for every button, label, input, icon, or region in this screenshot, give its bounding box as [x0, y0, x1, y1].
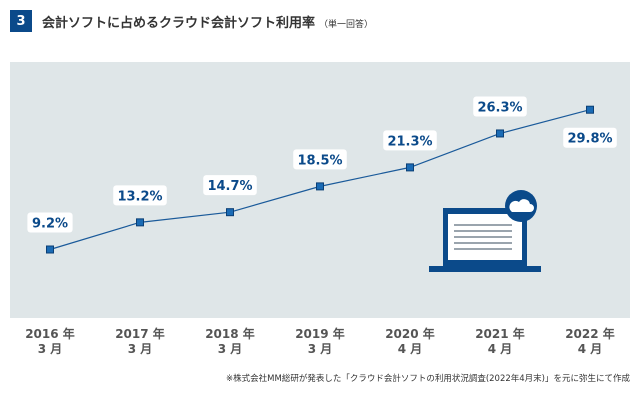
screen-text-line: [454, 248, 512, 250]
figure-number-badge: 3: [10, 10, 32, 32]
laptop-cloud-icon: [429, 190, 541, 272]
data-label: 14.7%: [203, 175, 257, 196]
source-footnote: ※株式会社MM総研が発表した「クラウド会計ソフトの利用状況調査(2022年4月末…: [226, 374, 630, 384]
x-tick-month: 3 月: [38, 342, 63, 356]
x-tick-year: 2019 年: [295, 326, 345, 341]
data-point: [226, 208, 234, 217]
data-series: 9.2% 13.2% 14.7% 18.5% 21.3% 26.3% 29.8%: [27, 96, 617, 254]
data-point: [406, 163, 414, 172]
data-label: 18.5%: [293, 149, 347, 170]
data-label-text: 29.8%: [567, 132, 612, 147]
data-point: [136, 218, 144, 227]
data-label: 29.8%: [563, 127, 617, 148]
x-tick-month: 3 月: [308, 342, 333, 356]
x-tick-month: 3 月: [128, 342, 153, 356]
data-point: [586, 105, 594, 114]
x-tick-label: 2016 年3 月: [25, 326, 75, 356]
x-tick-label: 2019 年3 月: [295, 326, 345, 356]
data-point: [46, 245, 54, 254]
x-tick-month: 4 月: [578, 342, 603, 356]
chart-header: 3 会計ソフトに占めるクラウド会計ソフト利用率 （単一回答）: [10, 9, 373, 33]
data-label-box: [113, 185, 167, 206]
x-tick-label: 2021 年4 月: [475, 326, 525, 356]
data-label-box: [473, 96, 527, 117]
x-tick-month: 4 月: [488, 342, 513, 356]
x-tick-year: 2022 年: [565, 326, 615, 341]
data-label-text: 18.5%: [297, 153, 342, 168]
x-tick-month: 3 月: [218, 342, 243, 356]
data-label-text: 9.2%: [32, 217, 68, 232]
laptop-base: [429, 266, 541, 272]
x-tick-year: 2020 年: [385, 326, 435, 341]
data-label-box: [563, 127, 617, 148]
chart-title: 会計ソフトに占めるクラウド会計ソフト利用率 （単一回答）: [42, 12, 373, 31]
screen-text-line: [454, 224, 512, 226]
data-point: [496, 129, 504, 138]
x-tick-label: 2017 年3 月: [115, 326, 165, 356]
chart-subtitle: （単一回答）: [319, 19, 374, 30]
data-label-box: [293, 149, 347, 170]
data-label: 26.3%: [473, 96, 527, 117]
screen-text-line: [454, 242, 512, 244]
x-tick-label: 2020 年4 月: [385, 326, 435, 356]
x-tick-year: 2016 年: [25, 326, 75, 341]
data-label-text: 21.3%: [387, 134, 432, 149]
data-label-text: 14.7%: [207, 179, 252, 194]
cloud-icon: [509, 199, 534, 212]
data-label-text: 26.3%: [477, 100, 522, 115]
data-label: 13.2%: [113, 185, 167, 206]
line-chart: 9.2% 13.2% 14.7% 18.5% 21.3% 26.3% 29.8% 2016 …: [25, 96, 617, 356]
x-tick-month: 4 月: [398, 342, 423, 356]
screen-text-line: [454, 230, 512, 232]
x-tick-year: 2021 年: [475, 326, 525, 341]
data-label: 21.3%: [383, 130, 437, 151]
data-label-box: [383, 130, 437, 151]
data-label: 9.2%: [27, 212, 73, 233]
x-tick-year: 2017 年: [115, 326, 165, 341]
screen-text-line: [454, 236, 512, 238]
data-point: [316, 182, 324, 191]
data-label-box: [203, 175, 257, 196]
chart-title-text: 会計ソフトに占めるクラウド会計ソフト利用率: [42, 15, 316, 31]
x-tick-label: 2018 年3 月: [205, 326, 255, 356]
x-tick-label: 2022 年4 月: [565, 326, 615, 356]
x-tick-year: 2018 年: [205, 326, 255, 341]
data-label-box: [27, 212, 73, 233]
data-label-text: 13.2%: [117, 189, 162, 204]
